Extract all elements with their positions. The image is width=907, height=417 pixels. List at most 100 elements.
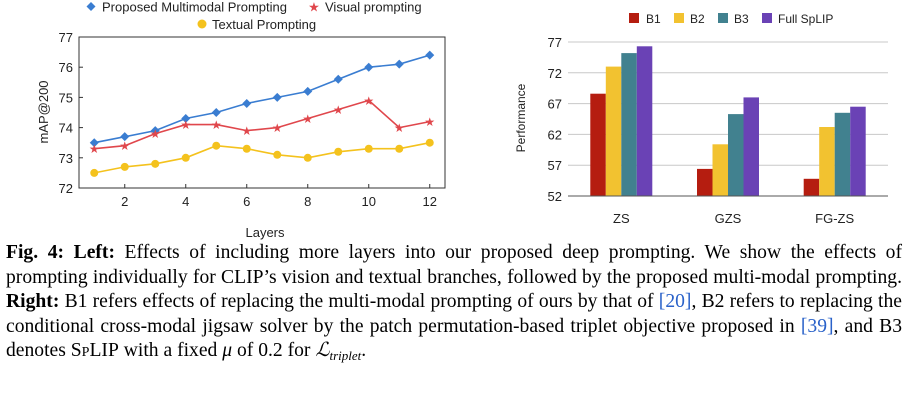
data-point-circle	[395, 144, 404, 153]
data-point-circle	[242, 144, 251, 153]
caption-loss-subscript: triplet	[329, 348, 362, 363]
caption-left-label: Left:	[73, 242, 115, 263]
data-point-star: ★	[363, 94, 374, 108]
legend-label-b3: B3	[734, 12, 749, 26]
left-x-tick-label: 8	[304, 194, 311, 209]
data-point-circle	[273, 150, 282, 159]
left-y-tick-label: 73	[59, 151, 73, 166]
data-point-star: ★	[272, 121, 283, 135]
legend-label-b2: B2	[690, 12, 705, 26]
right-y-tick-label: 77	[548, 35, 562, 50]
caption-text-7: .	[361, 340, 367, 361]
right-y-tick-label: 62	[548, 127, 562, 142]
left-x-tick-label: 10	[362, 194, 376, 209]
bar-b2-zs	[605, 66, 622, 196]
data-point-diamond	[242, 98, 252, 108]
data-point-diamond	[364, 62, 374, 72]
left-y-tick-label: 77	[59, 30, 73, 45]
series-line	[94, 54, 431, 144]
right-y-tick-label: 52	[548, 189, 562, 204]
data-point-diamond	[120, 132, 130, 142]
legend-swatch-b3	[718, 13, 728, 23]
caption-text-3: , B2 refers to replacing the conditional…	[6, 291, 902, 337]
right-y-tick-label: 67	[548, 97, 562, 112]
right-y-tick-label: 57	[548, 158, 562, 173]
caption-text-1: Effects of including more layers into ou…	[6, 242, 903, 288]
left-series-layer: ★ ★ ★ ★ ★ ★ ★ ★ ★ ★ ★ ★	[89, 50, 435, 177]
caption-fig-label: Fig. 4:	[6, 242, 65, 263]
right-bars-layer	[590, 46, 866, 196]
right-bar-chart: B1 B2 B3 Full SpLIP 52 57 62 67 72 77 ZS GZS FG…	[514, 12, 888, 226]
left-line-chart: Proposed Multimodal Prompting ★ Visual p…	[36, 0, 446, 240]
legend-swatch-b2	[674, 13, 684, 23]
legend-swatch-b1	[629, 13, 639, 23]
data-point-star: ★	[302, 112, 313, 126]
series-visual-prompting: ★ ★ ★ ★ ★ ★ ★ ★ ★ ★ ★ ★	[89, 94, 435, 156]
data-point-diamond	[394, 59, 404, 69]
data-point-circle	[425, 138, 434, 147]
left-x-axis-label: Layers	[245, 225, 285, 240]
left-legend: Proposed Multimodal Prompting ★ Visual p…	[86, 0, 422, 32]
left-y-tick-label: 76	[59, 60, 73, 75]
caption-splip: SpLIP	[70, 340, 119, 361]
bar-full-splip-fg-zs	[850, 106, 866, 196]
legend-star-marker: ★	[308, 0, 320, 15]
data-point-diamond	[181, 114, 191, 124]
legend-label-multimodal: Proposed Multimodal Prompting	[102, 0, 287, 15]
bar-b3-gzs	[728, 114, 744, 196]
caption-text-6: of 0.2 for	[232, 340, 316, 361]
citation-link-39[interactable]: [39]	[800, 315, 834, 337]
series-line	[94, 141, 430, 174]
bar-b1-fg-zs	[803, 178, 820, 196]
data-point-star: ★	[211, 118, 222, 132]
series-line	[94, 99, 430, 150]
legend-diamond-marker	[86, 2, 96, 11]
data-point-diamond	[272, 92, 282, 102]
data-point-circle	[334, 147, 343, 156]
data-point-circle	[151, 159, 160, 168]
data-point-star: ★	[180, 118, 191, 132]
series-textual-prompting	[90, 138, 434, 177]
data-point-diamond	[89, 138, 99, 148]
data-point-star: ★	[394, 121, 405, 135]
left-x-ticks: 2 4 6 8 10 12	[121, 184, 437, 209]
left-x-tick-label: 6	[243, 194, 250, 209]
caption-text-2: B1 refers effects of replacing the multi…	[59, 291, 659, 312]
data-point-circle	[90, 168, 99, 177]
legend-label-b1: B1	[646, 12, 661, 26]
left-y-tick-label: 75	[59, 90, 73, 105]
right-legend: B1 B2 B3 Full SpLIP	[629, 12, 833, 26]
data-point-circle	[120, 162, 129, 171]
data-point-diamond	[211, 108, 221, 117]
right-y-tick-label: 72	[548, 66, 562, 81]
legend-circle-marker	[197, 19, 207, 29]
right-y-axis-label: Performance	[514, 83, 528, 152]
legend-label-full-splip: Full SpLIP	[778, 12, 833, 26]
caption-loss-symbol: ℒ	[315, 340, 330, 361]
left-plot-frame	[78, 36, 446, 189]
citation-link-20[interactable]: [20]	[658, 291, 692, 312]
bar-b2-fg-zs	[819, 127, 835, 196]
left-y-tick-label: 74	[59, 121, 73, 136]
bar-full-splip-zs	[636, 46, 653, 196]
caption-text-5: with a fixed	[118, 340, 223, 361]
left-x-tick-label: 12	[423, 194, 437, 209]
caption-text-4: , and B3 denotes	[6, 315, 902, 362]
bar-b3-fg-zs	[834, 112, 851, 196]
legend-label-visual: Visual prompting	[325, 0, 422, 15]
data-point-diamond	[333, 74, 343, 84]
right-x-category-label: GZS	[715, 211, 742, 226]
data-point-star: ★	[241, 124, 252, 138]
right-x-ticks: ZS GZS FG-ZS	[613, 211, 854, 226]
bar-full-splip-gzs	[743, 97, 759, 196]
left-y-tick-label: 72	[59, 181, 73, 196]
legend-label-textual: Textual Prompting	[212, 17, 316, 32]
left-y-ticks: 72 73 74 75 76 77	[59, 30, 83, 196]
data-point-circle	[212, 141, 221, 150]
left-x-tick-label: 4	[182, 194, 189, 209]
bar-b1-gzs	[697, 168, 713, 196]
bar-b3-zs	[621, 53, 637, 196]
data-point-circle	[303, 153, 312, 162]
left-x-tick-label: 2	[121, 194, 128, 209]
